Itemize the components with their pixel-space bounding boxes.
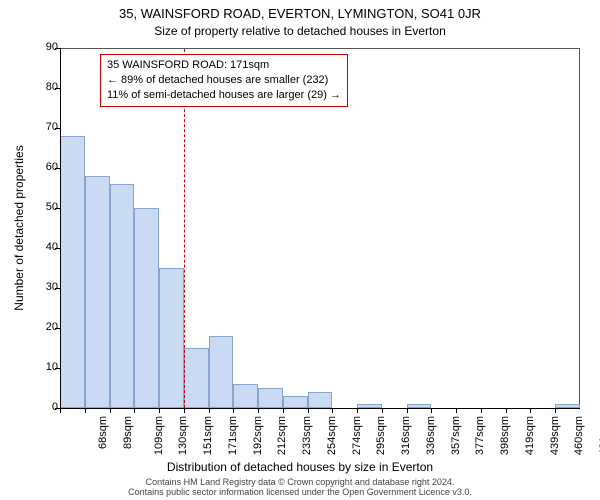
x-tick-label: 109sqm [153, 416, 165, 455]
x-tick-label: 439sqm [549, 416, 561, 455]
y-tick [55, 368, 60, 369]
y-tick [55, 128, 60, 129]
x-tick-label: 89sqm [122, 416, 134, 449]
x-tick [308, 408, 309, 413]
x-tick [382, 408, 383, 413]
x-tick-label: 192sqm [252, 416, 264, 455]
histogram-bar [60, 136, 85, 408]
x-tick-label: 398sqm [499, 416, 511, 455]
footer-line-1: Contains HM Land Registry data © Crown c… [146, 477, 455, 487]
x-tick-label: 274sqm [351, 416, 363, 455]
chart-subtitle: Size of property relative to detached ho… [0, 24, 600, 38]
x-axis-line [60, 408, 580, 409]
y-axis-label: Number of detached properties [12, 145, 26, 310]
x-tick [332, 408, 333, 413]
y-tick-label: 50 [28, 201, 58, 213]
histogram-bar [184, 348, 209, 408]
info-box-line: 35 WAINSFORD ROAD: 171sqm [107, 58, 341, 73]
y-tick-label: 60 [28, 161, 58, 173]
y-tick-label: 30 [28, 281, 58, 293]
x-tick-label: 212sqm [276, 416, 288, 455]
x-tick-label: 68sqm [97, 416, 109, 449]
x-tick [85, 408, 86, 413]
histogram-bar [283, 396, 308, 408]
x-tick [110, 408, 111, 413]
x-tick-label: 171sqm [227, 416, 239, 455]
chart-title: 35, WAINSFORD ROAD, EVERTON, LYMINGTON, … [0, 6, 600, 21]
x-tick [233, 408, 234, 413]
y-tick [55, 168, 60, 169]
x-tick [456, 408, 457, 413]
y-tick [55, 328, 60, 329]
x-tick-label: 419sqm [524, 416, 536, 455]
x-tick [258, 408, 259, 413]
x-tick [357, 408, 358, 413]
x-tick [530, 408, 531, 413]
y-tick-label: 70 [28, 121, 58, 133]
y-tick [55, 248, 60, 249]
x-tick [407, 408, 408, 413]
chart-container: 35, WAINSFORD ROAD, EVERTON, LYMINGTON, … [0, 0, 600, 500]
y-tick [55, 48, 60, 49]
x-tick-label: 295sqm [376, 416, 388, 455]
x-tick-label: 130sqm [177, 416, 189, 455]
x-tick [481, 408, 482, 413]
x-tick [209, 408, 210, 413]
y-tick [55, 208, 60, 209]
x-tick [134, 408, 135, 413]
x-axis-label: Distribution of detached houses by size … [0, 460, 600, 474]
info-box-line: ← 89% of detached houses are smaller (23… [107, 73, 341, 88]
y-tick-label: 10 [28, 361, 58, 373]
x-tick-label: 151sqm [202, 416, 214, 455]
histogram-bar [110, 184, 135, 408]
histogram-bar [308, 392, 333, 408]
histogram-bar [85, 176, 110, 408]
y-tick [55, 288, 60, 289]
y-tick-label: 0 [28, 401, 58, 413]
footer-line-2: Contains public sector information licen… [128, 487, 472, 497]
histogram-bar [258, 388, 283, 408]
y-tick-label: 90 [28, 41, 58, 53]
histogram-bar [159, 268, 184, 408]
y-tick-label: 80 [28, 81, 58, 93]
x-tick-label: 316sqm [400, 416, 412, 455]
histogram-bar [134, 208, 159, 408]
x-tick [555, 408, 556, 413]
x-tick [431, 408, 432, 413]
y-tick [55, 88, 60, 89]
x-tick-label: 233sqm [301, 416, 313, 455]
x-tick [184, 408, 185, 413]
x-tick-label: 254sqm [326, 416, 338, 455]
histogram-bar [233, 384, 258, 408]
y-tick-label: 20 [28, 321, 58, 333]
x-tick [60, 408, 61, 413]
histogram-bar [209, 336, 234, 408]
x-tick-label: 336sqm [425, 416, 437, 455]
x-tick-label: 357sqm [450, 416, 462, 455]
x-tick [283, 408, 284, 413]
footer-attribution: Contains HM Land Registry data © Crown c… [0, 478, 600, 498]
y-tick-label: 40 [28, 241, 58, 253]
x-tick [506, 408, 507, 413]
info-box: 35 WAINSFORD ROAD: 171sqm← 89% of detach… [100, 54, 348, 107]
x-tick-label: 460sqm [574, 416, 586, 455]
y-axis-line [60, 48, 61, 408]
info-box-line: 11% of semi-detached houses are larger (… [107, 88, 341, 103]
x-tick [159, 408, 160, 413]
x-tick-label: 377sqm [475, 416, 487, 455]
